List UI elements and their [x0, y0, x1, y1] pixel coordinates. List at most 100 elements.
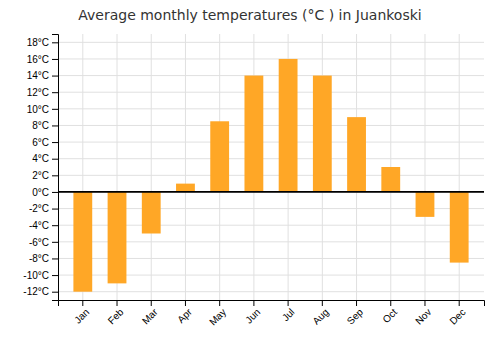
x-tick-mark: [253, 300, 254, 306]
y-tick-label: 14°C: [27, 70, 49, 81]
y-tick-label: -12°C: [23, 286, 49, 297]
y-tick: 6°C: [32, 137, 58, 148]
y-tick-mark: [52, 59, 58, 60]
y-tick: 14°C: [27, 70, 58, 81]
grid-line-y: [58, 125, 484, 126]
grid-line-x: [424, 34, 425, 300]
bar: [244, 76, 263, 192]
x-tick-mark: [459, 300, 460, 306]
x-tick-mark: [117, 300, 118, 306]
x-axis: Jan Feb Mar Apr May Jun Jul Aug Sep Oct Nov Dec: [59, 300, 485, 328]
y-tick-mark: [52, 292, 58, 293]
x-tick: Mar: [140, 300, 160, 326]
title: Average monthly temperatures (°C ) in Ju…: [78, 7, 421, 23]
x-tick: Sep: [345, 300, 366, 327]
x-tick-label: Oct: [380, 306, 399, 325]
y-tick-mark: [52, 175, 58, 176]
bars: [73, 59, 468, 292]
x-tick-label: Nov: [413, 306, 433, 326]
grid-line-y: [58, 291, 484, 292]
zero-line: [58, 191, 484, 193]
chart-container: Jan Feb Mar Apr May Jun Jul Aug Sep Oct Nov Dec -12°…: [0, 0, 500, 350]
x-tick-mark: [322, 300, 323, 306]
y-tick: 12°C: [27, 87, 58, 98]
y-tick-label: 12°C: [27, 87, 49, 98]
y-tick: 0°C: [32, 187, 58, 198]
grid-line-y: [58, 175, 484, 176]
bar: [450, 192, 469, 263]
x-tick: Jul: [280, 300, 297, 323]
x-tick: Jan: [72, 300, 91, 326]
x-tick: Dec: [447, 300, 467, 327]
grid-line-y: [58, 58, 484, 59]
grid-line-x: [185, 34, 186, 300]
y-axis-line: [52, 35, 59, 301]
zero-line-group: [58, 191, 484, 192]
y-tick: 2°C: [32, 170, 58, 181]
x-tick-label: Jul: [280, 306, 297, 323]
y-tick-mark: [52, 76, 58, 77]
bar: [279, 59, 298, 192]
y-tick-mark: [52, 225, 58, 226]
bar: [142, 192, 161, 234]
y-tick: 8°C: [32, 120, 58, 131]
y-tick-label: 18°C: [27, 37, 49, 48]
y-tick: -4°C: [29, 220, 58, 231]
y-tick: 18°C: [27, 37, 58, 48]
y-tick-label: 0°C: [32, 187, 49, 198]
x-tick-label: Jun: [243, 306, 262, 325]
y-tick-label: -2°C: [29, 203, 49, 214]
x-tick: May: [207, 300, 228, 328]
plot-area: Jan Feb Mar Apr May Jun Jul Aug Sep Oct Nov Dec -12°…: [23, 34, 484, 328]
y-tick-mark: [52, 209, 58, 210]
x-tick-mark: [288, 300, 289, 306]
y-tick-mark: [52, 109, 58, 110]
x-tick-label: Feb: [106, 306, 126, 326]
grid-line-y: [58, 108, 484, 109]
y-tick-label: -8°C: [29, 253, 49, 264]
x-tick-mark: [356, 300, 357, 306]
x-tick-mark: [390, 300, 391, 306]
y-tick: -10°C: [23, 270, 58, 281]
y-tick-label: 4°C: [32, 153, 49, 164]
y-tick-label: 6°C: [32, 137, 49, 148]
x-tick-label: May: [207, 306, 228, 327]
x-tick-label: Apr: [175, 306, 194, 325]
grid-line-y: [58, 142, 484, 143]
bar: [347, 117, 366, 192]
y-tick-label: -4°C: [29, 220, 49, 231]
y-tick: -2°C: [29, 203, 58, 214]
x-tick-label: Sep: [345, 306, 366, 327]
x-tick: Aug: [310, 300, 330, 327]
y-tick-mark: [52, 125, 58, 126]
y-tick-mark: [52, 242, 58, 243]
bar: [416, 192, 435, 217]
x-tick-mark: [219, 300, 220, 306]
y-tick: 16°C: [27, 54, 58, 65]
x-tick-label: Mar: [140, 306, 160, 326]
x-tick-mark: [151, 300, 152, 306]
grid-line-y: [58, 191, 484, 192]
y-tick: 10°C: [27, 104, 58, 115]
x-tick-mark: [424, 300, 425, 306]
y-tick-mark: [52, 42, 58, 43]
y-tick-label: 8°C: [32, 120, 49, 131]
bar: [108, 192, 127, 283]
x-tick: Apr: [175, 300, 194, 325]
y-tick-label: -6°C: [29, 237, 49, 248]
y-tick: -12°C: [23, 286, 58, 297]
y-tick-label: 16°C: [27, 54, 49, 65]
y-tick-label: 2°C: [32, 170, 49, 181]
y-axis: -12°C -10°C -8°C -6°C -4°C -2°C 0°C 2°C 4°C 6°C 8°…: [23, 35, 58, 301]
x-tick: Nov: [413, 300, 433, 327]
grid-line-y: [58, 42, 484, 43]
grid: [58, 34, 484, 300]
x-tick-label: Aug: [310, 306, 330, 326]
x-tick-mark: [185, 300, 186, 306]
bar: [73, 192, 92, 292]
y-tick-mark: [52, 92, 58, 93]
y-tick-mark: [52, 192, 58, 193]
bar: [210, 121, 229, 192]
x-tick-mark: [82, 300, 83, 306]
x-tick: Jun: [243, 300, 262, 326]
